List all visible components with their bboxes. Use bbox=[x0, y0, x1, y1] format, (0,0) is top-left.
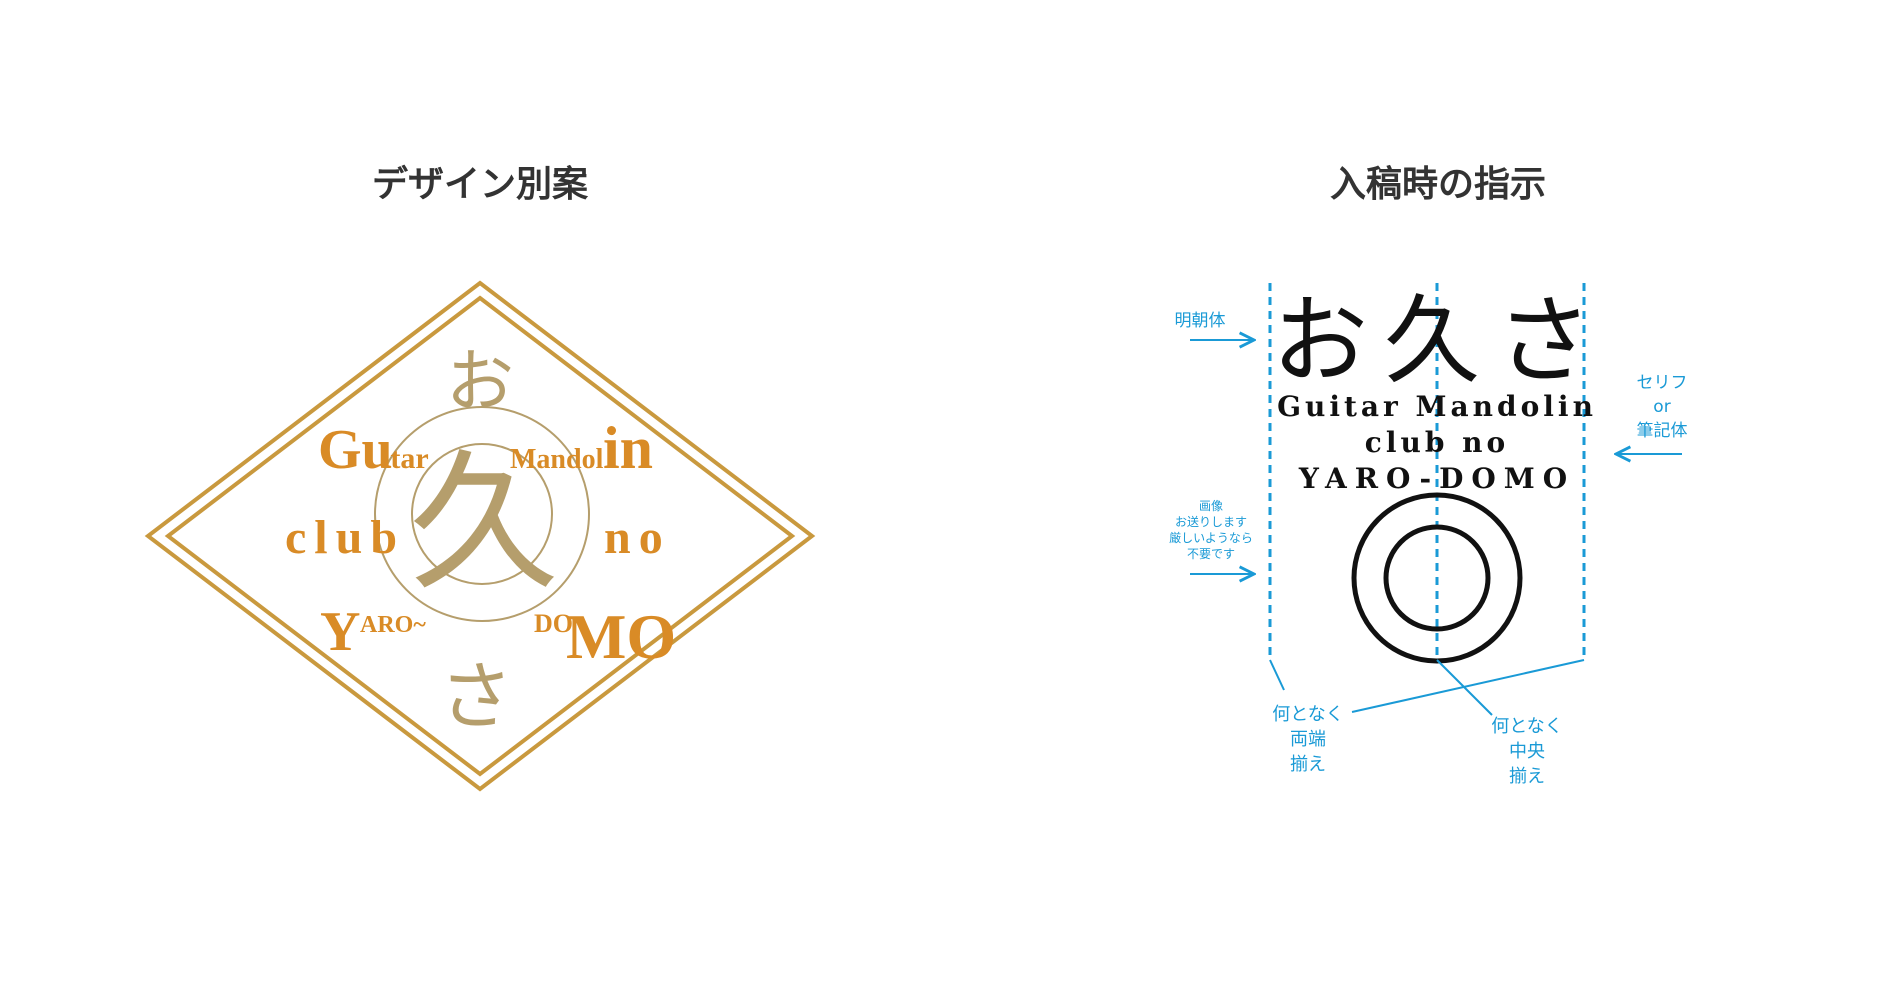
note-serif-2: or bbox=[1653, 397, 1670, 417]
annotation-serif: セリフ or 筆記体 bbox=[1616, 373, 1688, 454]
note-center-3: 揃え bbox=[1509, 766, 1545, 787]
word-mandol: Mandol bbox=[510, 444, 604, 475]
kanji-hisa: 久 bbox=[409, 437, 559, 611]
note-serif-1: セリフ bbox=[1637, 373, 1688, 393]
note-both-2: 両端 bbox=[1290, 729, 1326, 750]
emblem-circles bbox=[374, 406, 590, 622]
note-mincho: 明朝体 bbox=[1175, 311, 1226, 331]
annotation-justify-both: 何となく 両端 揃え bbox=[1272, 704, 1343, 775]
hiragana-sa: さ bbox=[439, 654, 513, 740]
annotation-image: 画像 お送りします 厳しいようなら 不要です bbox=[1169, 499, 1254, 574]
guide-lines bbox=[1268, 283, 1586, 660]
left-panel: デザイン別案 お 久 さ Gu itar Mandol in club no Y… bbox=[144, 163, 816, 792]
word-in: in bbox=[603, 415, 653, 481]
left-heading: デザイン別案 bbox=[372, 163, 589, 205]
word-club: club bbox=[285, 511, 405, 564]
leader-lines bbox=[1269, 659, 1585, 716]
logo-line-3: Y ARO~ DO MO bbox=[320, 601, 676, 672]
annotation-center: 何となく 中央 揃え bbox=[1491, 716, 1562, 787]
word-mo: MO bbox=[566, 601, 676, 672]
note-both-3: 揃え bbox=[1290, 754, 1326, 775]
word-y: Y bbox=[320, 601, 360, 663]
note-center-2: 中央 bbox=[1509, 741, 1545, 762]
word-gu: Gu bbox=[318, 419, 393, 481]
char-o: お bbox=[1272, 285, 1368, 397]
diamond-frame bbox=[144, 280, 816, 792]
note-serif-3: 筆記体 bbox=[1637, 421, 1688, 441]
word-itar: itar bbox=[382, 442, 429, 475]
note-image-1: 画像 bbox=[1199, 499, 1223, 513]
right-panel: 入稿時の指示 お 久 さ Guitar Mandolin club no YAR… bbox=[1169, 164, 1687, 787]
char-sa: さ bbox=[1496, 285, 1592, 397]
inner-ring bbox=[1383, 524, 1491, 632]
char-hisa: 久 bbox=[1384, 285, 1480, 397]
instruction-logo: お 久 さ Guitar Mandolin club no YARO-DOMO bbox=[1272, 285, 1597, 664]
right-heading: 入稿時の指示 bbox=[1330, 164, 1546, 205]
note-both-1: 何となく bbox=[1272, 704, 1343, 725]
note-center-1: 何となく bbox=[1491, 716, 1562, 737]
annotation-mincho: 明朝体 bbox=[1175, 311, 1255, 340]
logo-line-2: club no bbox=[285, 511, 671, 564]
en-line-1: Guitar Mandolin bbox=[1277, 390, 1597, 423]
note-image-2: お送りします bbox=[1175, 514, 1247, 529]
logo-line-1: Gu itar Mandol in bbox=[318, 415, 653, 481]
en-line-2: club no bbox=[1365, 426, 1509, 459]
en-line-3: YARO-DOMO bbox=[1298, 462, 1575, 495]
word-do: DO bbox=[534, 609, 573, 638]
hiragana-o: お bbox=[446, 343, 514, 422]
note-image-3: 厳しいようなら bbox=[1169, 531, 1253, 545]
word-aro: ARO~ bbox=[360, 612, 426, 638]
word-no: no bbox=[604, 511, 671, 564]
note-image-4: 不要です bbox=[1187, 547, 1235, 561]
